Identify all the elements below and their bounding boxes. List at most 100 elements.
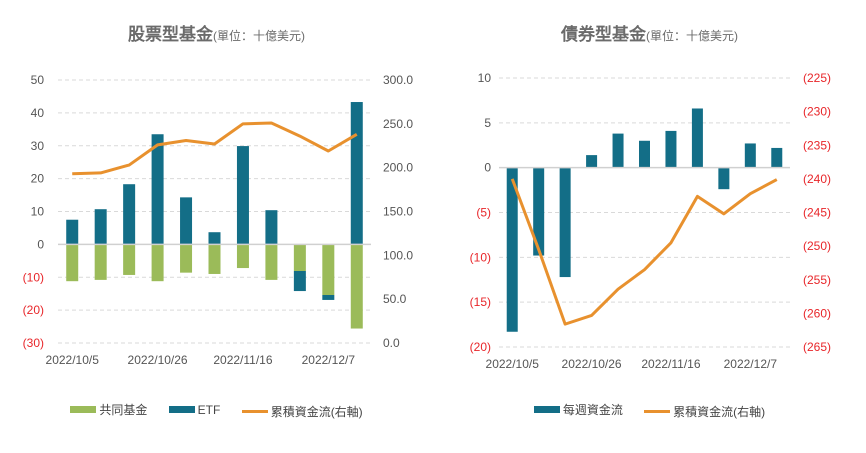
y-left-tick-label: 5 (484, 116, 491, 130)
legend-label: 累積資金流(右軸) (673, 405, 766, 419)
x-tick-label: 2022/10/26 (128, 353, 188, 367)
bar-每週資金流 (744, 143, 756, 168)
bond-fund-chart-panel: 債券型基金(單位：十億美元) 10 5 0 (5) (10) (15) (20) (225) (… (433, 0, 866, 453)
bar-共同基金 (236, 244, 249, 269)
y-right-tick-label: 200.0 (383, 161, 413, 175)
y-right-tick-label: (260) (803, 306, 831, 320)
bar-共同基金 (322, 244, 335, 296)
bar-ETF (265, 210, 278, 245)
bar-共同基金 (180, 244, 193, 273)
bar-每週資金流 (612, 133, 624, 168)
bar-共同基金 (66, 244, 79, 282)
chart-legend: 共同基金 ETF 累積資金流(右軸) (0, 401, 433, 420)
chart-title-main: 股票型基金 (128, 25, 213, 44)
x-tick-label: 2022/11/16 (213, 353, 272, 367)
legend-swatch-mutual-fund (70, 406, 97, 413)
bar-共同基金 (350, 244, 363, 329)
y-left-tick-label: (20) (23, 303, 44, 317)
equity-fund-chart-panel: 股票型基金(單位：十億美元) 50 40 30 20 10 0 (10) (20) (30) 30… (0, 20, 433, 420)
y-right-tick-label: (250) (803, 239, 831, 253)
y-right-tick-label: (265) (803, 340, 831, 354)
bond-fund-chart: 10 5 0 (5) (10) (15) (20) (225) (230) (235) (240) (… (470, 71, 831, 371)
y-left-tick-label: (20) (470, 340, 491, 354)
y-right-tick-label: (230) (803, 105, 831, 119)
bar-共同基金 (151, 244, 164, 282)
x-tick-label: 2022/12/7 (302, 353, 356, 367)
bar-ETF (123, 184, 136, 245)
x-tick-label: 2022/10/5 (46, 353, 100, 367)
bar-共同基金 (94, 244, 107, 280)
bar-每週資金流 (771, 147, 783, 168)
bar-共同基金 (123, 244, 136, 275)
legend-label: ETF (197, 402, 221, 417)
chart-title-unit: (單位：十億美元) (213, 29, 305, 43)
bar-ETF (322, 295, 335, 300)
bar-ETF (293, 271, 306, 292)
y-left-tick-label: 30 (31, 139, 45, 153)
equity-fund-chart: 50 40 30 20 10 0 (10) (20) (30) 300.0 250.0 200.0 15… (23, 73, 414, 367)
y-right-tick-label: (245) (803, 206, 831, 220)
bar-每週資金流 (559, 167, 571, 278)
bar-共同基金 (208, 244, 221, 274)
bar-每週資金流 (718, 167, 730, 190)
legend-label: 每週資金流 (562, 403, 623, 417)
bar-每週資金流 (533, 167, 545, 256)
legend-swatch-weekly-flow (533, 406, 560, 413)
bar-每週資金流 (639, 140, 650, 168)
legend-swatch-cumulative (241, 410, 268, 413)
y-right-tick-label: (225) (803, 71, 831, 85)
y-left-tick-label: (30) (23, 336, 44, 350)
y-left-tick-label: 20 (31, 172, 45, 186)
legend-swatch-cumulative (644, 410, 671, 413)
bar-ETF (151, 134, 164, 245)
y-right-tick-label: 250.0 (383, 117, 413, 131)
y-left-tick-label: (15) (470, 295, 491, 309)
legend-item-weekly-flow: 每週資金流 (533, 401, 623, 418)
y-left-tick-label: (10) (470, 250, 491, 264)
bar-ETF (350, 102, 363, 245)
y-right-tick-label: 150.0 (383, 205, 413, 219)
y-right-tick-label: (235) (803, 138, 831, 152)
chart-title: 股票型基金(單位：十億美元) (0, 20, 433, 45)
bar-ETF (94, 209, 107, 245)
bar-ETF (236, 146, 249, 245)
bar-每週資金流 (691, 108, 703, 168)
y-left-tick-label: 40 (31, 106, 45, 120)
bar-ETF (66, 219, 79, 245)
x-tick-label: 2022/10/26 (562, 357, 622, 371)
y-left-tick-label: 10 (31, 205, 45, 219)
x-tick-label: 2022/11/16 (641, 357, 700, 371)
legend-item-cumulative: 累積資金流(右軸) (644, 403, 765, 420)
bar-每週資金流 (586, 155, 598, 168)
y-left-tick-label: 0 (37, 237, 44, 251)
y-right-tick-label: 0.0 (383, 336, 400, 350)
y-left-tick-label: (10) (23, 270, 44, 284)
bar-共同基金 (265, 244, 278, 280)
y-left-tick-label: 0 (484, 161, 491, 175)
x-tick-label: 2022/12/7 (724, 357, 778, 371)
legend-label: 共同基金 (99, 403, 148, 417)
chart-legend: 每週資金流 累積資金流(右軸) (433, 401, 866, 420)
bar-每週資金流 (506, 167, 518, 332)
y-right-tick-label: (255) (803, 273, 831, 287)
chart-title-unit: (單位：十億美元) (646, 29, 738, 43)
y-right-tick-label: 100.0 (383, 248, 413, 262)
cumulative-flow-line (72, 121, 358, 176)
y-right-tick-label: (240) (803, 172, 831, 186)
y-left-tick-label: (5) (476, 206, 491, 220)
chart-title: 債券型基金(單位：十億美元) (433, 20, 866, 45)
bar-共同基金 (293, 244, 306, 272)
y-right-tick-label: 50.0 (383, 292, 407, 306)
y-left-tick-label: 50 (31, 73, 45, 87)
bar-ETF (208, 232, 221, 245)
bar-每週資金流 (665, 130, 677, 168)
x-tick-label: 2022/10/5 (486, 357, 540, 371)
legend-item-etf: ETF (168, 402, 221, 417)
bar-ETF (180, 197, 193, 245)
y-right-tick-label: 300.0 (383, 73, 413, 87)
legend-item-mutual-fund: 共同基金 (70, 401, 147, 418)
y-left-tick-label: 10 (478, 71, 492, 85)
chart-title-main: 債券型基金 (561, 25, 646, 44)
legend-swatch-etf (168, 406, 195, 413)
legend-item-cumulative: 累積資金流(右軸) (241, 403, 363, 420)
